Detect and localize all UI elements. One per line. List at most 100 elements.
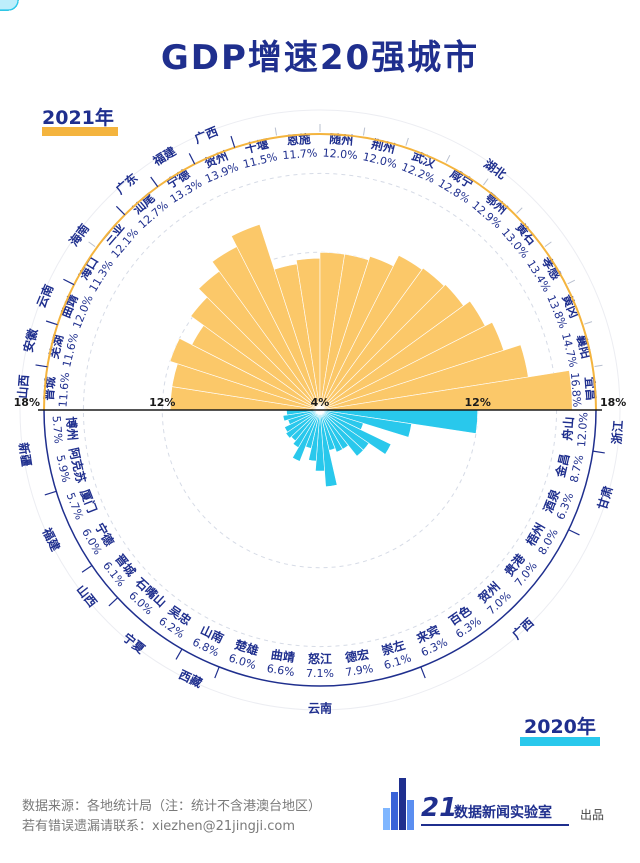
value-label: 8.7%	[567, 454, 586, 484]
province-tag: 山西	[14, 374, 31, 399]
label-2020: 贵港7.0%	[501, 550, 540, 589]
city-label: 荆州	[370, 136, 397, 156]
label-2020: 崇左6.1%	[380, 637, 413, 672]
legend-2020-swatch	[520, 737, 600, 746]
province-tag: 广西	[192, 123, 220, 146]
bar-2020	[292, 409, 321, 449]
value-label: 12.0%	[575, 412, 591, 448]
province-tag: 安徽	[20, 326, 40, 354]
axis-tick-label: 18%	[600, 396, 626, 409]
city-label: 芜湖	[46, 333, 66, 360]
province-divider	[420, 666, 426, 679]
sector-separator	[88, 241, 96, 248]
city-label: 襄阳	[574, 332, 594, 360]
city-label: 怒江	[308, 651, 332, 666]
ring-2021	[43, 133, 597, 411]
province-divider	[45, 320, 58, 326]
city-label: 十堰	[243, 136, 270, 156]
province-tag: 广西	[509, 615, 537, 642]
province-name: 广西	[192, 123, 220, 146]
label-2020: 德宏7.9%	[344, 647, 374, 680]
bar-2020	[282, 409, 321, 422]
province-tag: 福建	[149, 143, 179, 169]
province-name: 云南	[308, 701, 332, 716]
page-title: GDP增速20强城市	[160, 38, 480, 78]
value-label: 16.8%	[568, 372, 584, 408]
axis-tick-label: 12%	[149, 396, 175, 409]
province-name: 安徽	[20, 326, 40, 354]
sector-separator	[584, 321, 593, 325]
province-tag: 新疆	[16, 441, 34, 467]
label-2020: 楚雄6.0%	[227, 636, 260, 672]
data-source: 数据来源：各地统计局（注：统计不含港澳台地区）	[22, 799, 322, 814]
province-tag: 云南	[308, 701, 332, 716]
city-label: 舟山	[559, 416, 576, 441]
province-divider	[230, 135, 236, 148]
value-label: 7.1%	[306, 667, 334, 680]
province-divider	[44, 490, 57, 496]
province-name: 山西	[14, 374, 31, 399]
province-name: 广东	[112, 170, 140, 197]
label-2020: 来宾6.3%	[413, 622, 450, 659]
label-2020: 金昌8.7%	[552, 452, 586, 484]
value-label: 11.7%	[282, 146, 318, 162]
bar-2020	[319, 409, 344, 453]
label-2020: 梧州8.0%	[523, 520, 561, 557]
sector-separator	[567, 279, 576, 285]
province-divider	[175, 648, 183, 660]
province-pill	[0, 0, 19, 11]
province-tag: 西藏	[177, 667, 205, 691]
logo-name: 数据新闻实验室	[454, 805, 552, 821]
province-tag: 云南	[33, 282, 56, 310]
label-2020: 吴忠6.2%	[156, 602, 194, 641]
legend-2020: 2020年	[524, 716, 596, 738]
label-2020: 宁德6.0%	[79, 520, 117, 557]
bar-2020	[319, 409, 364, 457]
bar-2020	[285, 409, 321, 439]
province-divider	[81, 564, 93, 573]
axis-tick-label: 12%	[465, 396, 491, 409]
province-name: 福建	[149, 143, 179, 169]
ring-2020	[43, 409, 597, 687]
province-name: 山西	[74, 582, 101, 610]
bar-2020	[315, 409, 325, 472]
city-label: 楚雄	[232, 636, 260, 658]
sector-separator	[482, 178, 489, 186]
province-divider	[63, 278, 75, 286]
city-label: 金昌	[552, 452, 572, 480]
city-label: 曲靖	[270, 647, 296, 665]
province-name: 云南	[33, 282, 56, 310]
province-divider	[214, 666, 220, 679]
city-label: 博州	[64, 416, 81, 441]
bar-2021	[169, 337, 321, 411]
province-name: 西藏	[177, 667, 205, 691]
value-label: 5.7%	[50, 415, 65, 444]
logo-suffix: 出品	[580, 808, 605, 822]
bar-2021	[230, 224, 321, 411]
province-name: 广西	[509, 615, 537, 642]
province-divider	[592, 450, 605, 454]
province-divider	[188, 153, 196, 165]
province-name: 新疆	[16, 441, 34, 467]
sector-separator	[445, 154, 451, 163]
label-2020: 酒泉6.3%	[540, 486, 576, 522]
province-name: 福建	[39, 524, 64, 554]
city-label: 崇左	[380, 637, 407, 658]
legend-2021: 2021年	[42, 107, 114, 129]
province-tag: 甘肃	[594, 484, 615, 511]
value-label: 11.6%	[56, 372, 72, 408]
province-divider	[35, 364, 48, 368]
axis-tick-label: 4%	[311, 396, 330, 409]
label-2020: 厦门5.7%	[64, 487, 100, 522]
legend-2021-swatch	[42, 127, 118, 136]
province-tag: 福建	[39, 524, 64, 554]
bar-2020	[284, 409, 321, 433]
province-name: 浙江	[609, 420, 626, 445]
